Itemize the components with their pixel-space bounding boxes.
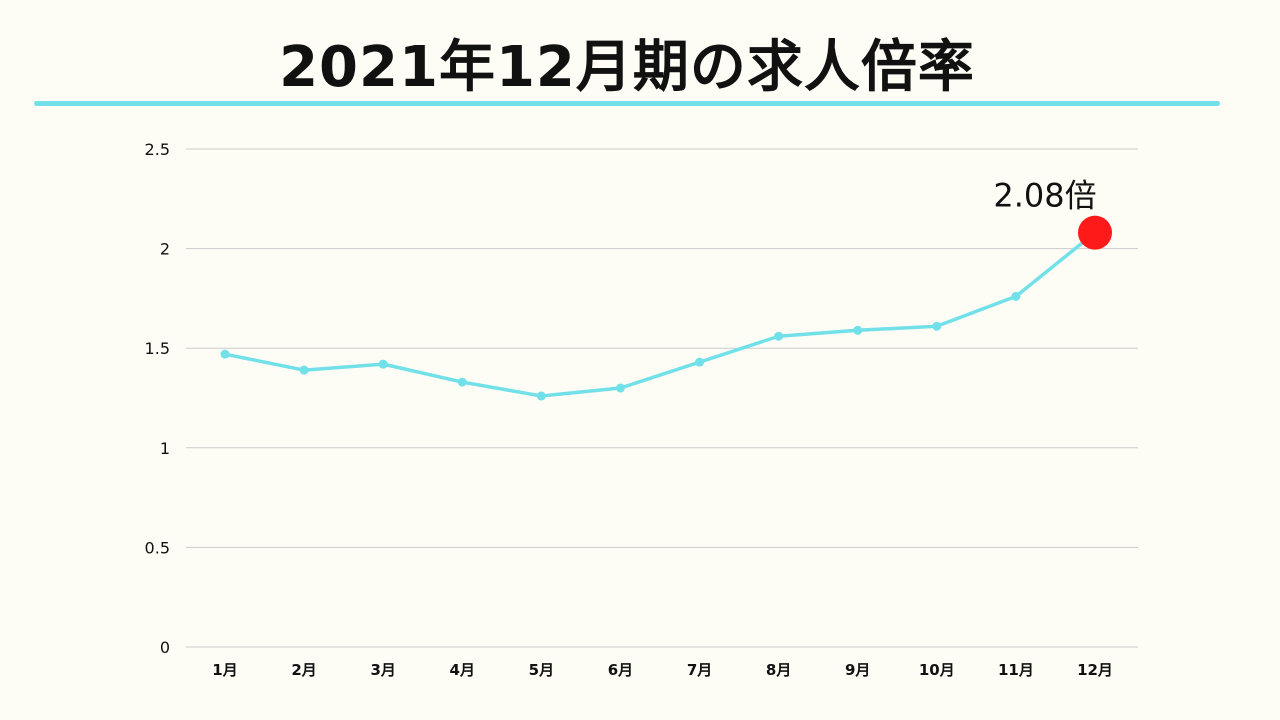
- y-tick-label: 2.5: [145, 140, 170, 159]
- x-tick-label: 2月: [291, 661, 316, 679]
- x-tick-label: 3月: [370, 661, 395, 679]
- x-tick-label: 5月: [529, 661, 554, 679]
- data-point: [615, 383, 625, 393]
- callout-label: 2.08倍: [993, 177, 1096, 215]
- data-point: [299, 365, 309, 375]
- data-point: [536, 391, 546, 401]
- page-title: 2021年12月期の求人倍率: [279, 35, 975, 100]
- y-tick-label: 1: [160, 439, 170, 458]
- y-tick-label: 1.5: [145, 339, 170, 358]
- x-tick-label: 4月: [450, 661, 475, 679]
- data-point: [220, 349, 230, 359]
- x-tick-label: 6月: [608, 661, 633, 679]
- data-point: [774, 331, 784, 341]
- series-line: [224, 231, 1097, 398]
- highlight-point: [1078, 215, 1112, 250]
- data-point: [932, 321, 942, 331]
- x-tick-label: 8月: [766, 661, 791, 679]
- data-point: [378, 359, 388, 369]
- y-tick-label: 0.5: [145, 538, 170, 557]
- x-tick-label: 7月: [687, 661, 712, 679]
- y-tick-label: 2: [160, 240, 170, 259]
- x-tick-label: 10月: [919, 661, 955, 679]
- data-point: [1011, 291, 1021, 301]
- data-point: [457, 377, 467, 387]
- title-underline: [34, 101, 1220, 106]
- x-tick-label: 9月: [845, 661, 870, 679]
- x-tick-label: 12月: [1077, 661, 1113, 679]
- data-point: [695, 357, 705, 367]
- x-tick-label: 11月: [998, 661, 1034, 679]
- data-point: [853, 325, 863, 335]
- y-tick-label: 0: [160, 638, 170, 657]
- x-tick-label: 1月: [212, 661, 237, 679]
